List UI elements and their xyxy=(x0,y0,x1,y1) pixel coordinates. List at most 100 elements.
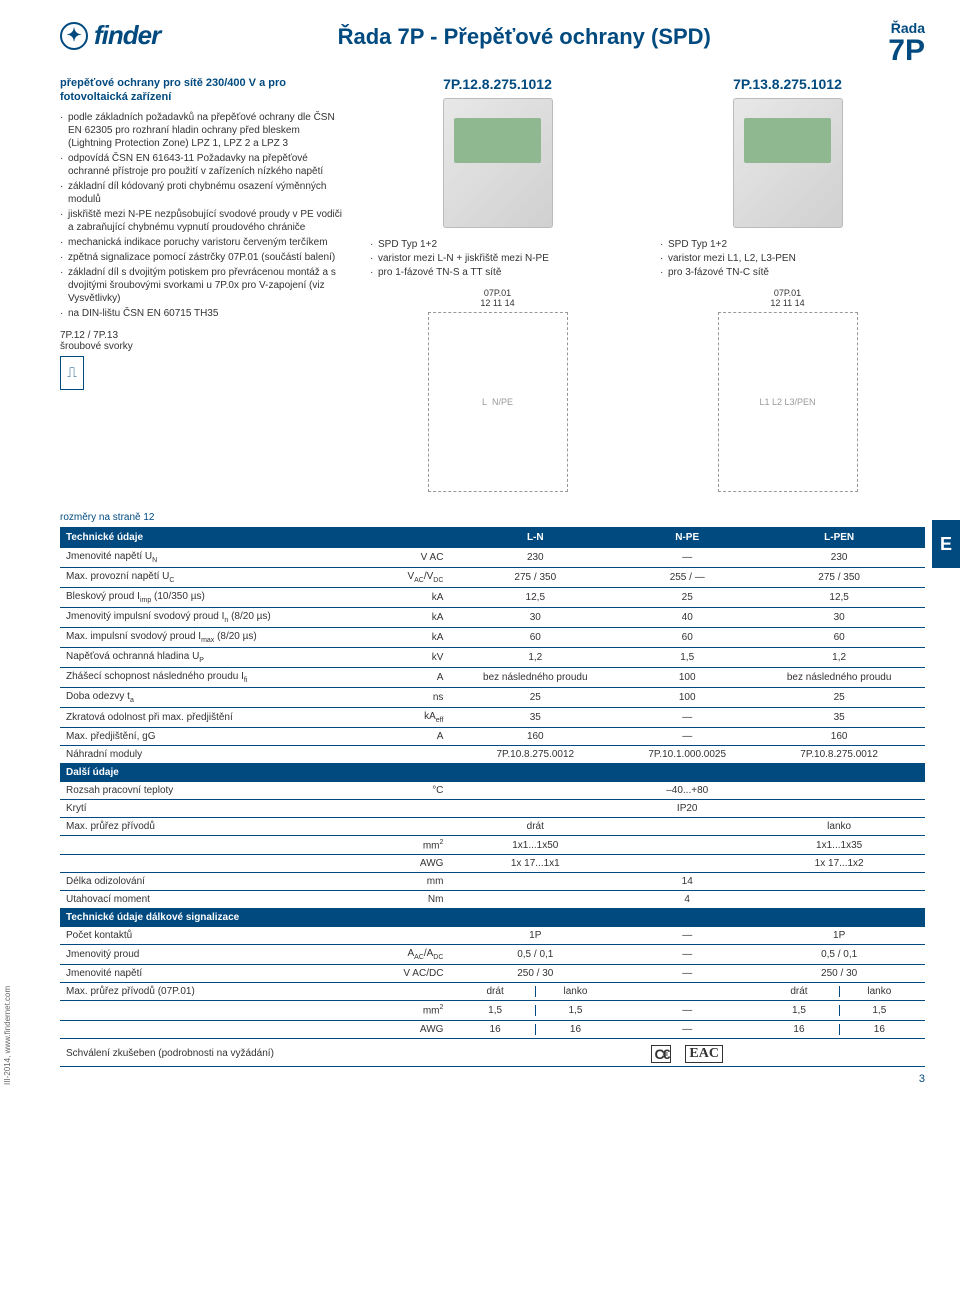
logo: ✦ finder xyxy=(60,20,160,51)
diagram-2-label: 07P.0112 11 14 xyxy=(770,288,804,308)
spec-value: 30 xyxy=(449,608,621,628)
diagram-1-label: 07P.0112 11 14 xyxy=(480,288,514,308)
list-item: SPD Typ 1+2 xyxy=(660,238,925,251)
spec-value: 1P xyxy=(753,927,925,945)
intro-bullets: podle základních požadavků na přepěťové … xyxy=(60,111,345,320)
spec-value: 60 xyxy=(621,628,753,648)
spec-unit: ns xyxy=(379,688,449,708)
spec-unit: kAeff xyxy=(379,708,449,728)
logo-text: finder xyxy=(94,20,160,51)
th-label: Technické údaje xyxy=(60,527,379,548)
list-item: na DIN-lištu ČSN EN 60715 TH35 xyxy=(60,307,345,320)
spec-value: 35 xyxy=(753,708,925,728)
spec-value: 1,2 xyxy=(449,648,621,668)
ce-mark-icon: C€ xyxy=(651,1045,671,1063)
spec-value: 7P.10.1.000.0025 xyxy=(621,746,753,764)
approval-label: Schválení zkušeben (podrobnosti na vyžád… xyxy=(60,1038,449,1066)
footer-citation: III-2014, www.findernet.com xyxy=(3,986,12,1085)
spec-value: — xyxy=(621,548,753,568)
spec-unit: mm xyxy=(379,873,449,891)
spec-unit: V AC xyxy=(379,548,449,568)
spec-value: 14 xyxy=(449,873,925,891)
spec-unit: kA xyxy=(379,588,449,608)
list-item: varistor mezi L1, L2, L3-PEN xyxy=(660,252,925,265)
wiring-diagram-1: L N / PE xyxy=(428,312,568,492)
product-1-bullets: SPD Typ 1+2 varistor mezi L-N + jiskřišt… xyxy=(360,238,635,280)
section-header: Technické údaje dálkové signalizace xyxy=(60,909,925,927)
spec-label: Max. průřez přívodů xyxy=(60,818,379,836)
series-badge: Řada 7P xyxy=(888,20,925,66)
list-item: základní díl kódovaný proti chybnému osa… xyxy=(60,180,345,206)
spec-value: 275 / 350 xyxy=(753,568,925,588)
spec-value: 230 xyxy=(753,548,925,568)
product-image-2 xyxy=(733,98,843,228)
spec-value: — xyxy=(621,708,753,728)
list-item: odpovídá ČSN EN 61643-11 Požadavky na př… xyxy=(60,152,345,178)
spec-label: Jmenovitý proud xyxy=(60,945,379,965)
spec-value: 60 xyxy=(753,628,925,648)
list-item: pro 1-fázové TN-S a TT sítě xyxy=(370,266,635,279)
spec-value: 160 xyxy=(449,728,621,746)
spec-value: 160 xyxy=(753,728,925,746)
spec-label: Max. průřez přívodů (07P.01) xyxy=(60,983,379,1001)
spec-label: Max. provozní napětí UC xyxy=(60,568,379,588)
spec-label: Max. předjištění, gG xyxy=(60,728,379,746)
spec-value: 25 xyxy=(753,688,925,708)
screw-sublabel: šroubové svorky xyxy=(60,341,133,352)
spec-value: 1,2 xyxy=(753,648,925,668)
spec-value: — xyxy=(621,965,753,983)
spec-label: Počet kontaktů xyxy=(60,927,379,945)
spec-value: 35 xyxy=(449,708,621,728)
spec-label: Zkratová odolnost při max. předjištění xyxy=(60,708,379,728)
logo-icon: ✦ xyxy=(60,22,88,50)
list-item: varistor mezi L-N + jiskřiště mezi N-PE xyxy=(370,252,635,265)
spec-value: 255 / — xyxy=(621,568,753,588)
section-tab-e: E xyxy=(932,520,960,568)
product-image-1 xyxy=(443,98,553,228)
spec-value: — xyxy=(621,927,753,945)
spec-unit: Nm xyxy=(379,891,449,909)
list-item: zpětná signalizace pomocí zástrčky 07P.0… xyxy=(60,251,345,264)
spec-value: bez následného proudu xyxy=(449,668,621,688)
spec-label: Jmenovité napětí UN xyxy=(60,548,379,568)
spec-value: –40...+80 xyxy=(449,782,925,800)
spec-value: 0,5 / 0,1 xyxy=(753,945,925,965)
intro-title: přepěťové ochrany pro sítě 230/400 V a p… xyxy=(60,76,345,105)
page-title: Řada 7P - Přepěťové ochrany (SPD) xyxy=(338,24,711,50)
spec-value: 230 xyxy=(449,548,621,568)
spec-unit: AAC/ADC xyxy=(379,945,449,965)
spec-unit xyxy=(379,927,449,945)
specs-table: Technické údaje L-N N-PE L-PEN Jmenovité… xyxy=(60,527,925,1067)
spec-value: 30 xyxy=(753,608,925,628)
spec-unit: A xyxy=(379,728,449,746)
spec-value: 0,5 / 0,1 xyxy=(449,945,621,965)
spec-value: — xyxy=(621,728,753,746)
eac-mark-icon: EAC xyxy=(685,1045,723,1063)
spec-unit: V AC/DC xyxy=(379,965,449,983)
spec-value: 12,5 xyxy=(753,588,925,608)
spec-value: 7P.10.8.275.0012 xyxy=(449,746,621,764)
th-npe: N-PE xyxy=(621,527,753,548)
th-lpen: L-PEN xyxy=(753,527,925,548)
spec-unit: °C xyxy=(379,782,449,800)
spec-unit: A xyxy=(379,668,449,688)
spec-label: Náhradní moduly xyxy=(60,746,379,764)
spec-unit: kA xyxy=(379,608,449,628)
product-2-bullets: SPD Typ 1+2 varistor mezi L1, L2, L3-PEN… xyxy=(650,238,925,280)
spec-label: Napěťová ochranná hladina UP xyxy=(60,648,379,668)
spec-unit: kA xyxy=(379,628,449,648)
th-ln: L-N xyxy=(449,527,621,548)
spec-label: Délka odizolování xyxy=(60,873,379,891)
list-item: základní díl s dvojitým potiskem pro pře… xyxy=(60,266,345,305)
spec-value: 100 xyxy=(621,668,753,688)
spec-value: 60 xyxy=(449,628,621,648)
product-code-1: 7P.12.8.275.1012 xyxy=(443,76,552,92)
spec-value: bez následného proudu xyxy=(753,668,925,688)
spec-unit xyxy=(379,800,449,818)
spec-label: Krytí xyxy=(60,800,379,818)
spec-value: 1,5 xyxy=(621,648,753,668)
spec-value: 25 xyxy=(621,588,753,608)
spec-label: Zhášecí schopnost následného proudu Ifi xyxy=(60,668,379,688)
list-item: pro 3-fázové TN-C sítě xyxy=(660,266,925,279)
spec-label: Utahovací moment xyxy=(60,891,379,909)
